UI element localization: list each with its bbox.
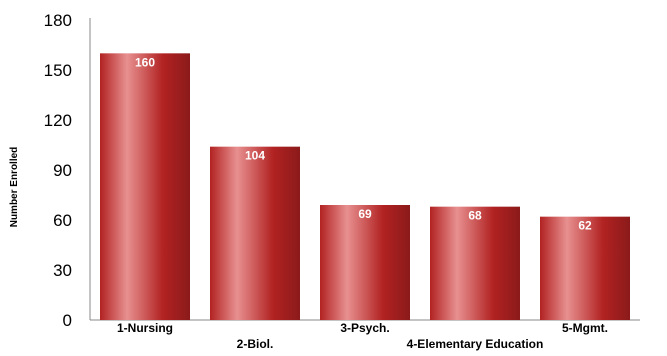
y-tick-label: 150 <box>44 61 72 80</box>
bar <box>210 146 300 320</box>
y-tick-labels: 0 30 60 90 120 150 180 <box>44 11 72 330</box>
bar-value-label: 160 <box>135 55 155 69</box>
y-tick-label: 30 <box>53 261 72 280</box>
bar-value-label: 68 <box>468 209 482 223</box>
bar-value-label: 62 <box>578 219 592 233</box>
bar-value-label: 104 <box>245 149 265 163</box>
x-tick-label: 4-Elementary Education <box>407 337 544 351</box>
bar <box>540 216 630 320</box>
bar <box>100 53 190 320</box>
y-axis-label: Number Enrolled <box>9 147 20 228</box>
bar <box>320 205 410 320</box>
y-tick-label: 120 <box>44 111 72 130</box>
data-labels: 160 104 69 68 62 <box>135 55 592 232</box>
y-tick-label: 60 <box>53 211 72 230</box>
y-tick-label: 180 <box>44 11 72 30</box>
x-tick-label: 1-Nursing <box>117 321 173 335</box>
x-tick-label: 2-Biol. <box>237 337 274 351</box>
bar <box>430 206 520 320</box>
bars <box>100 53 630 320</box>
y-tick-label: 0 <box>63 311 72 330</box>
y-tick-label: 90 <box>53 161 72 180</box>
bar-value-label: 69 <box>358 207 372 221</box>
x-tick-label: 5-Mgmt. <box>562 321 608 335</box>
y-axis-title-group: Number Enrolled <box>9 147 20 228</box>
x-tick-label: 3-Psych. <box>340 321 389 335</box>
x-tick-labels: 1-Nursing 2-Biol. 3-Psych. 4-Elementary Edu… <box>117 321 608 351</box>
